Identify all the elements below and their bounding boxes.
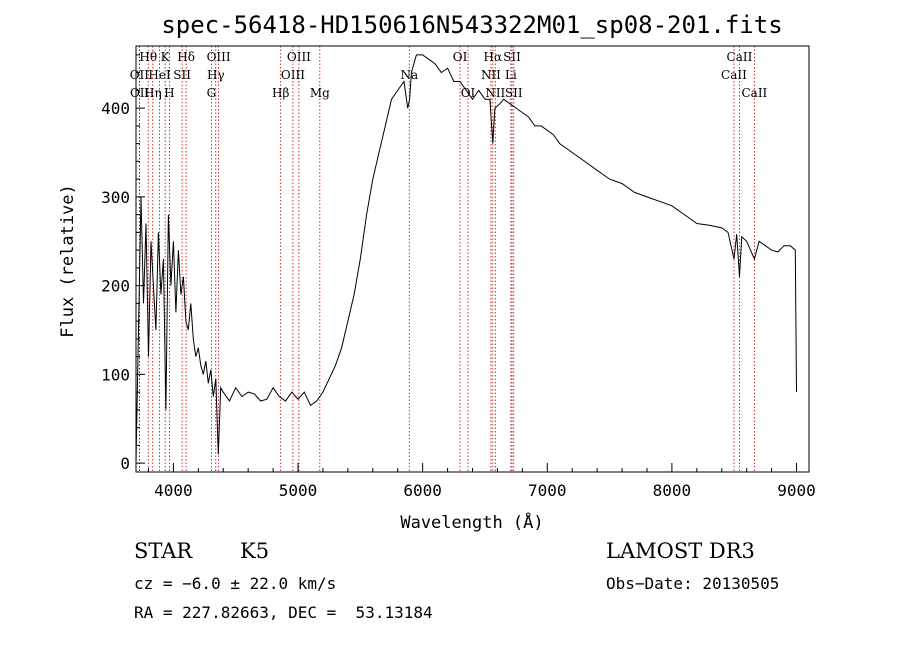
y-tick-label: 300 [101,188,130,207]
x-tick-label: 5000 [279,481,318,500]
spectral-line-label: Li [505,68,517,82]
spectral-line-label: Mg [310,86,330,100]
chart-title: spec-56418-HD150616N543322M01_sp08-201.f… [161,11,782,39]
spectral-line-label: H [164,86,174,100]
spectral-line-label: OIII [207,50,231,64]
object-class: STAR [134,539,193,563]
spectral-line-label: SII [503,50,521,64]
spectral-line-label: CaII [727,50,753,64]
observation-date: Obs−Date: 20130505 [606,574,780,593]
spectral-line-label: Na [400,68,418,82]
survey-name: LAMOST DR3 [606,539,755,563]
x-tick-label: 8000 [653,481,692,500]
spectral-line-label: OI [453,50,468,64]
spectral-line-label: Hη [144,86,162,100]
x-tick-label: 7000 [528,481,567,500]
spectral-line-label: CaII [741,86,767,100]
coordinates: RA = 227.82663, DEC = 53.13184 [134,603,433,622]
spectral-line-label: SII [173,68,191,82]
y-tick-label: 200 [101,277,130,296]
spectral-line-label: OIII [281,68,305,82]
spectral-line-label: G [207,86,217,100]
spectral-line-label: Hγ [207,68,225,82]
spectral-line-label: OIII [287,50,311,64]
spectral-line-label: NII [485,86,505,100]
y-axis: 0 100 200 300 400 [101,54,145,473]
spectral-line-label: Hθ [139,50,157,64]
spectral-line-label: K [161,50,171,64]
x-axis-label: Wavelength (Å) [400,511,543,533]
spectral-line-label: HeI [148,68,171,82]
x-tick-label: 6000 [403,481,442,500]
plot-area [135,45,810,473]
spectral-line-label: OII [130,86,150,100]
x-tick-label: 9000 [777,481,816,500]
plot-frame [135,45,810,473]
spectrum-series-line [135,54,797,464]
y-tick-label: 0 [120,454,130,473]
spectral-line-label: SII [505,86,523,100]
redshift-velocity: cz = −6.0 ± 22.0 km/s [134,574,337,593]
x-tick-label: 4000 [154,481,193,500]
spectral-line-label: CaII [721,68,747,82]
y-tick-label: 400 [101,99,130,118]
spectral-line-label: Hα [484,50,503,64]
object-subclass: K5 [240,539,270,563]
spectral-line-label: Hδ [177,50,195,64]
spectral-line-label: Hβ [272,86,289,100]
y-tick-label: 100 [101,365,130,384]
x-axis: 4000 5000 6000 7000 8000 9000 [147,463,816,500]
y-axis-label: Flux (relative) [58,184,78,338]
spectral-line-label: NII [481,68,501,82]
